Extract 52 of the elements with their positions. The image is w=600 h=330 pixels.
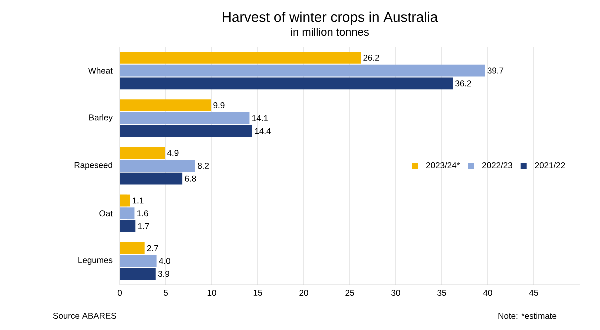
bar [120, 147, 166, 160]
y-tick-label: Legumes [78, 257, 113, 265]
bar [120, 160, 196, 172]
bar [120, 52, 362, 64]
y-tick-label: Oat [100, 210, 113, 217]
x-tick-label: 25 [346, 290, 354, 296]
data-label: 4.9 [167, 150, 179, 156]
bar [120, 78, 454, 90]
bar [120, 64, 486, 77]
bar [120, 268, 156, 280]
data-label: 4.0 [159, 258, 170, 264]
data-label: 1.7 [138, 224, 150, 230]
data-label: 14.1 [252, 115, 268, 122]
data-label: 9.9 [214, 102, 225, 109]
bar [120, 194, 130, 207]
x-tick-label: 0 [118, 290, 122, 296]
data-label: 1.1 [132, 198, 144, 204]
bar [120, 112, 250, 124]
y-tick-label: Barley [90, 114, 113, 122]
x-tick-label: 20 [300, 290, 308, 296]
chart-title: Harvest of winter crops in Australia [222, 12, 438, 25]
x-tick-label: 35 [438, 290, 446, 296]
x-tick-label: 30 [392, 290, 400, 296]
data-label: 6.8 [185, 176, 196, 182]
source-note: Source ABARES [53, 312, 116, 320]
data-label: 14.4 [255, 128, 271, 134]
x-tick-label: 10 [208, 290, 216, 296]
data-label: 3.9 [158, 271, 170, 278]
legend-label: 2023/24* [426, 162, 460, 169]
x-tick-label: 40 [483, 290, 492, 296]
data-label: 39.7 [488, 68, 504, 74]
y-tick-label: Wheat [88, 68, 113, 74]
x-tick-label: 5 [164, 290, 168, 296]
x-tick-label: 45 [529, 290, 538, 296]
x-tick-label: 15 [254, 290, 262, 296]
text: Note: *estimate [498, 312, 557, 320]
legend-label: 2022/23 [482, 162, 512, 169]
data-label: 26.2 [364, 54, 380, 61]
bar [120, 255, 157, 268]
bar [120, 172, 183, 185]
data-label: 36.2 [456, 80, 472, 87]
bar [120, 208, 135, 220]
y-tick-label: Rapeseed [74, 162, 112, 170]
data-label: 1.6 [138, 210, 148, 217]
bar [120, 242, 145, 254]
bar [120, 125, 252, 138]
data-label: 8.2 [198, 163, 210, 170]
chart-subtitle: in million tonnes [291, 28, 370, 36]
legend-label: 2021/22 [535, 162, 566, 169]
bar [120, 220, 136, 232]
data-label: 2.7 [147, 245, 158, 252]
bar [120, 100, 212, 112]
